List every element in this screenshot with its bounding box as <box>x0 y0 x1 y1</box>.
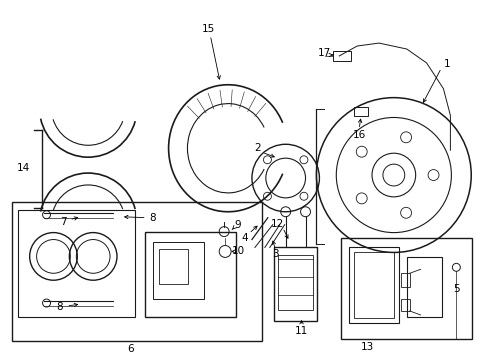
Text: 6: 6 <box>127 344 134 354</box>
Bar <box>12 202 262 341</box>
Text: 9: 9 <box>234 220 241 230</box>
Text: 5: 5 <box>452 284 459 294</box>
Text: 16: 16 <box>352 130 365 140</box>
Text: 3: 3 <box>272 249 279 260</box>
Bar <box>277 255 313 310</box>
Bar <box>400 299 409 311</box>
Text: 7: 7 <box>60 217 66 227</box>
Text: 2: 2 <box>254 143 261 153</box>
Bar <box>333 51 350 61</box>
Bar <box>353 107 367 116</box>
Text: 1: 1 <box>443 59 450 69</box>
Text: 14: 14 <box>17 163 30 173</box>
Bar <box>341 238 471 339</box>
Bar <box>273 247 317 321</box>
Text: 15: 15 <box>201 24 214 34</box>
Bar <box>406 257 442 317</box>
Text: 8: 8 <box>56 302 62 312</box>
Bar <box>348 247 398 323</box>
Bar <box>144 231 236 317</box>
Bar <box>353 252 393 318</box>
Text: 17: 17 <box>317 48 330 58</box>
Bar <box>152 242 204 299</box>
Bar <box>18 210 135 317</box>
Text: 4: 4 <box>241 233 248 243</box>
Text: 8: 8 <box>149 213 156 223</box>
Bar <box>158 249 188 284</box>
Text: 12: 12 <box>270 219 284 229</box>
Text: 11: 11 <box>294 326 307 336</box>
Bar <box>400 273 409 287</box>
Text: 10: 10 <box>231 247 244 256</box>
Text: 13: 13 <box>360 342 373 352</box>
